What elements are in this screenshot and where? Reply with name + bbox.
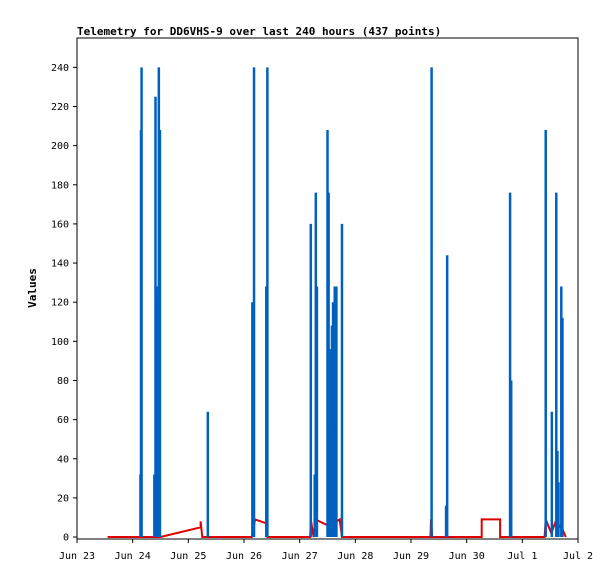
x-tick-label: Jun 23 [59,551,95,562]
y-tick-label: 0 [63,533,69,544]
x-tick-label: Jul 2 [563,551,593,562]
y-axis-ticks: 0 20 40 60 80 100 120 140 160 180 200 220 240 [51,63,77,544]
y-tick-label: 240 [51,63,69,74]
y-tick-label: 40 [57,454,69,465]
y-tick-label: 180 [51,180,69,191]
y-tick-label: 20 [57,493,69,504]
x-tick-label: Jul 1 [507,551,537,562]
y-tick-label: 140 [51,259,69,270]
y-tick-label: 120 [51,298,69,309]
x-tick-label: Jun 26 [226,551,262,562]
y-tick-label: 160 [51,219,69,230]
x-tick-label: Jun 25 [170,551,206,562]
x-tick-label: Jun 27 [282,551,318,562]
x-axis-ticks: Jun 23 Jun 24 Jun 25 Jun 26 Jun 27 Jun 28 Jun … [59,539,593,562]
y-tick-label: 80 [57,376,69,387]
y-tick-label: 100 [51,337,69,348]
series-layer [107,67,567,538]
y-tick-label: 60 [57,415,69,426]
y-axis-label: Values [26,268,39,308]
x-tick-label: Jun 29 [393,551,429,562]
y-tick-label: 220 [51,102,69,113]
y-tick-label: 200 [51,141,69,152]
x-tick-label: Jun 24 [115,551,151,562]
x-tick-label: Jun 28 [337,551,373,562]
chart-title: Telemetry for DD6VHS-9 over last 240 hou… [77,25,441,38]
x-tick-label: Jun 30 [449,551,485,562]
